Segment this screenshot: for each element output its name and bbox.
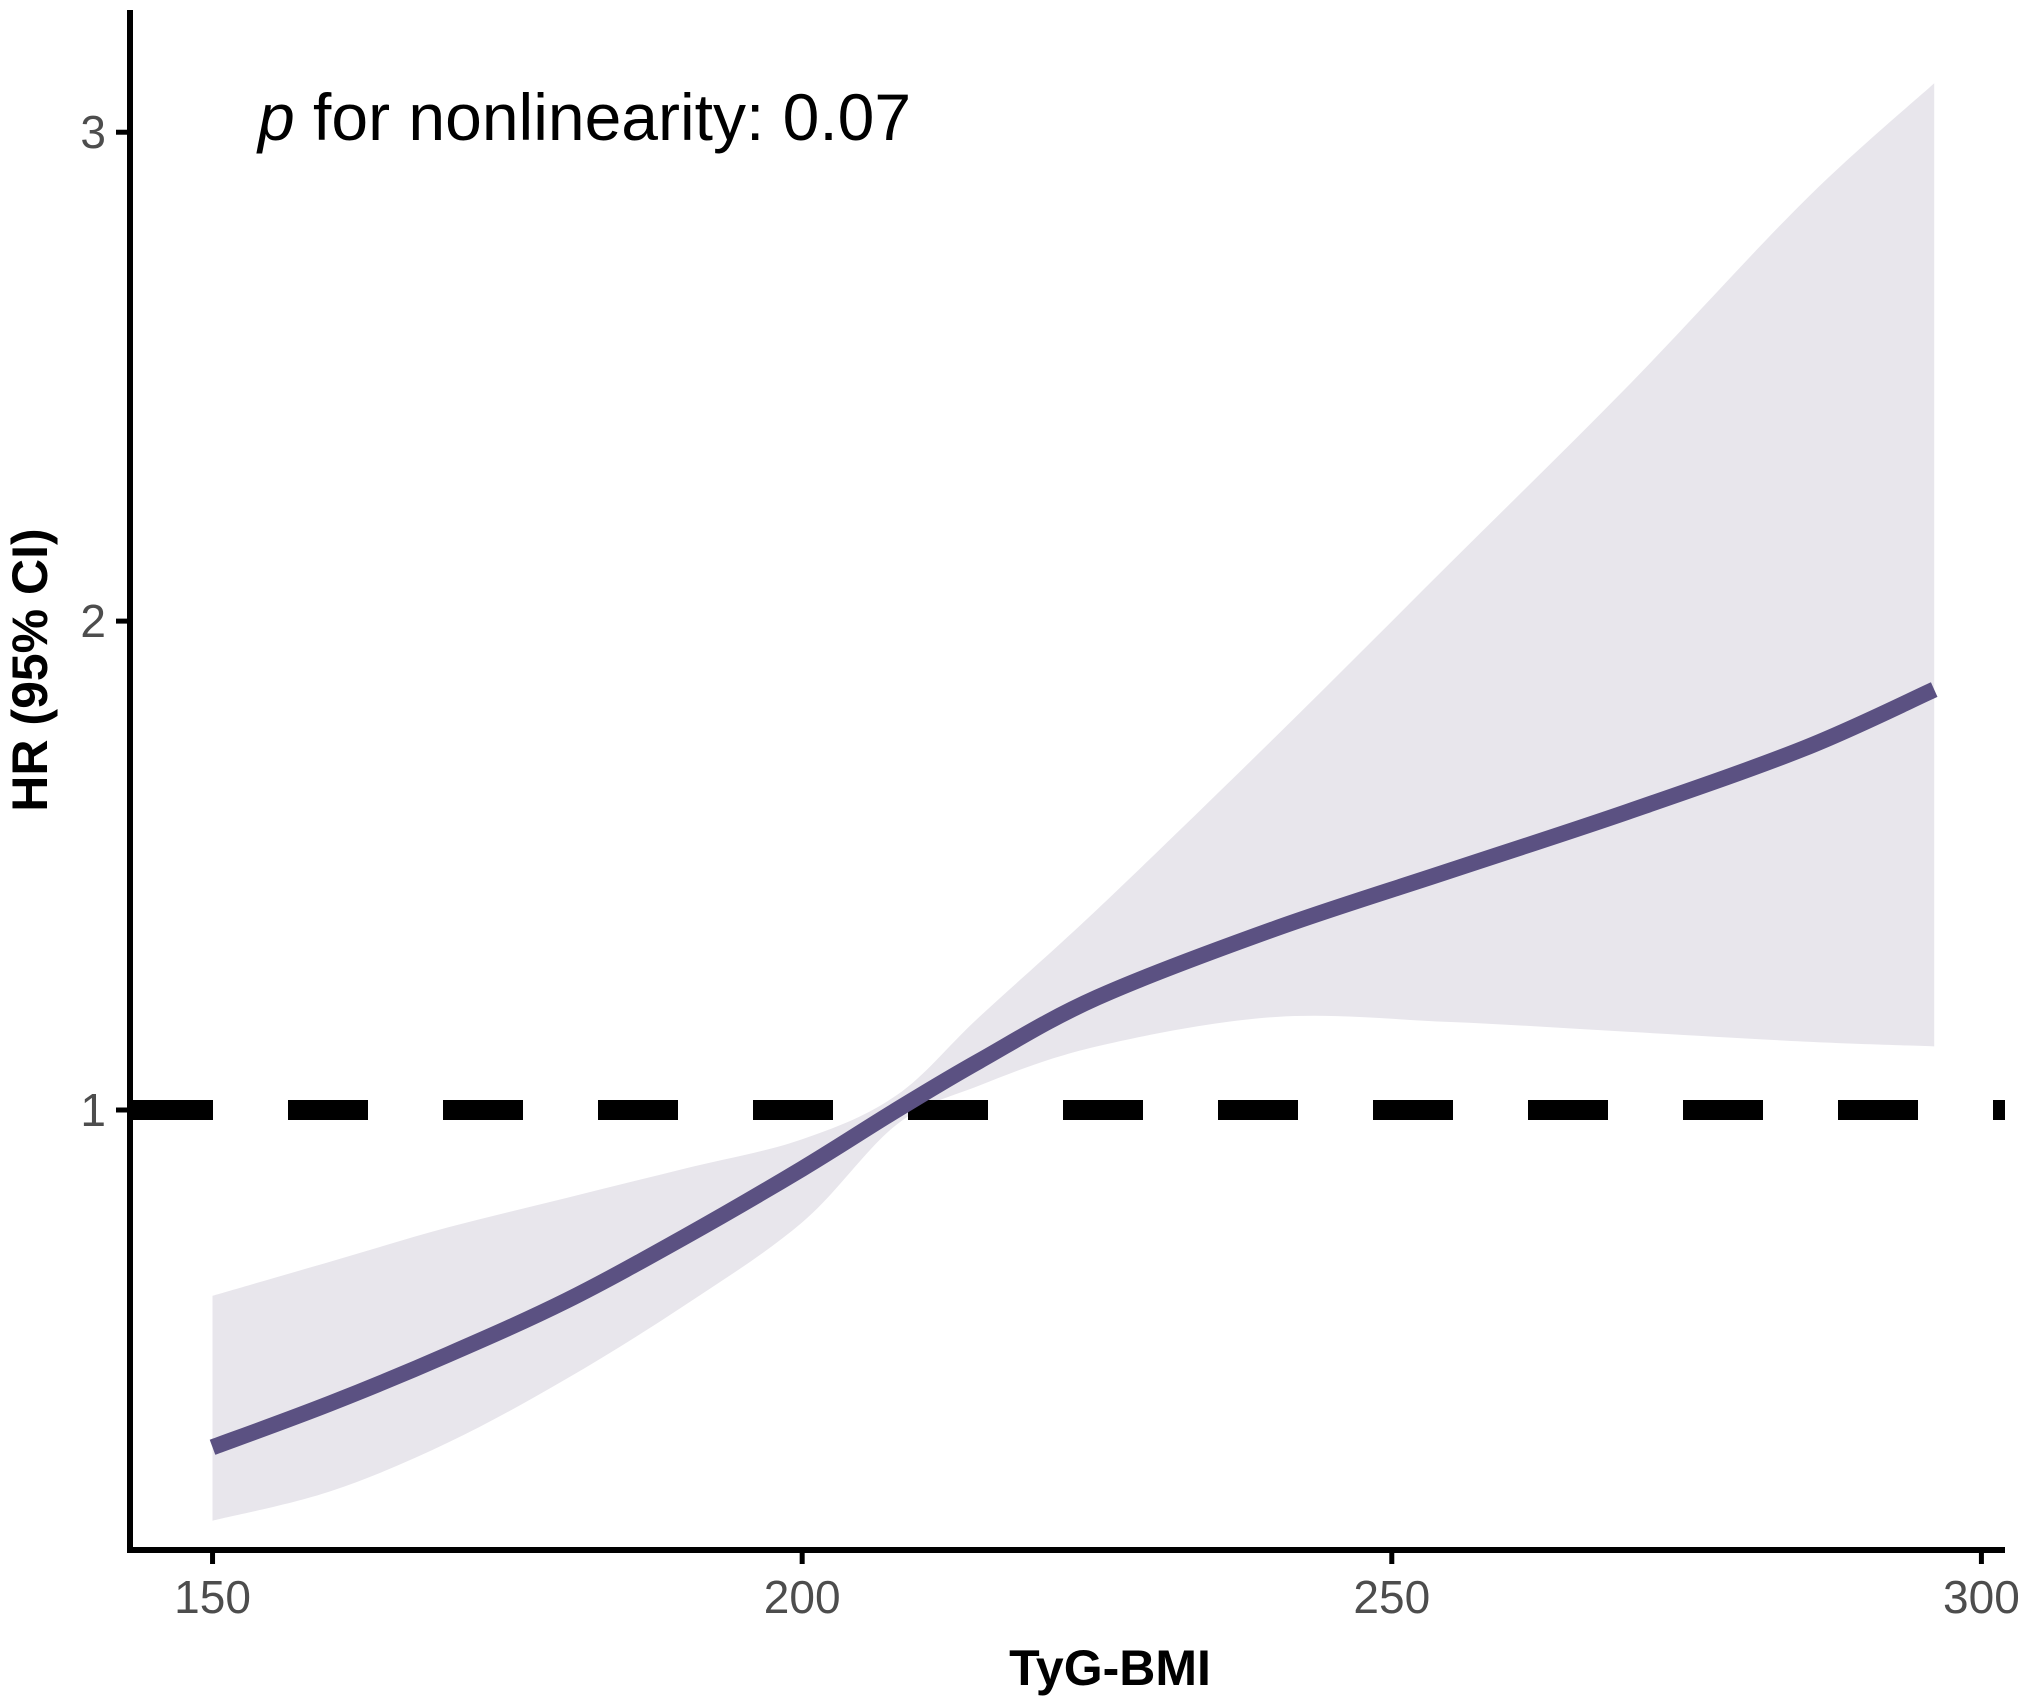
y-tick-label-3: 3	[80, 106, 106, 158]
y-axis-title: HR (95% CI)	[2, 528, 58, 811]
x-axis-title: TyG-BMI	[1009, 1640, 1211, 1696]
tick-labels: 150 200 250 300 1 2 3	[80, 106, 2019, 1623]
y-tick-label-2: 2	[80, 595, 106, 647]
x-tick-label-250: 250	[1353, 1571, 1430, 1623]
hr-line-layer	[209, 682, 1938, 1455]
p-italic: p	[256, 80, 295, 154]
hr-line	[209, 682, 1938, 1455]
x-tick-label-300: 300	[1943, 1571, 2020, 1623]
x-tick-label-200: 200	[764, 1571, 841, 1623]
nonlinearity-annotation: p for nonlinearity: 0.07	[256, 80, 911, 154]
nonlinearity-text: for nonlinearity: 0.07	[295, 80, 911, 154]
axes	[116, 10, 2005, 1564]
x-tick-label-150: 150	[174, 1571, 251, 1623]
y-tick-label-1: 1	[80, 1084, 106, 1136]
